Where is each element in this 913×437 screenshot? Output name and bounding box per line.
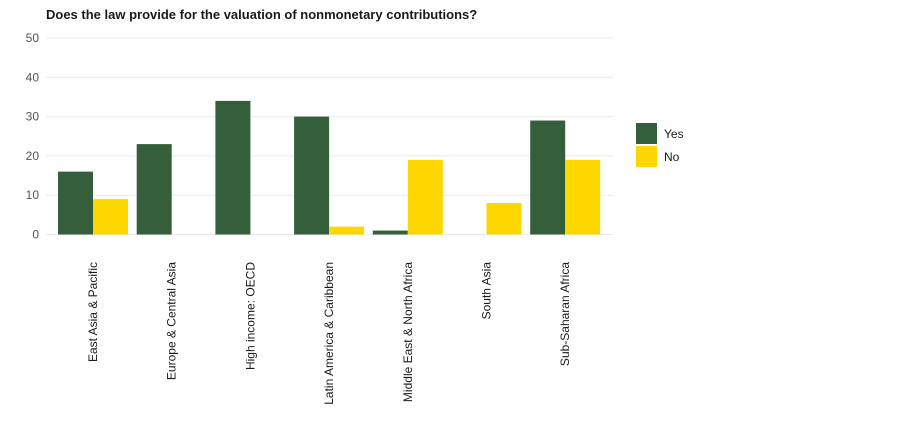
- x-category-label: Middle East & North Africa: [401, 262, 415, 402]
- bar-yes: [372, 230, 408, 235]
- gridlines: [46, 37, 613, 235]
- chart-title: Does the law provide for the valuation o…: [46, 7, 477, 22]
- bar-no: [407, 159, 443, 235]
- x-category-label: South Asia: [480, 262, 494, 320]
- y-tick-label: 0: [32, 228, 39, 242]
- legend-swatch-yes: [636, 123, 657, 144]
- y-tick-label: 50: [26, 31, 40, 45]
- x-axis-labels: East Asia & Pacific Europe & Central Asia…: [86, 262, 572, 405]
- bar-yes: [294, 116, 330, 235]
- y-tick-label: 20: [26, 149, 40, 163]
- x-category-label: Latin America & Caribbean: [322, 262, 336, 405]
- bar-no: [329, 226, 365, 235]
- bars: [58, 100, 601, 235]
- bar-yes: [215, 100, 251, 235]
- bar-yes: [58, 171, 93, 235]
- legend-label: No: [664, 150, 680, 164]
- x-category-label: East Asia & Pacific: [86, 262, 100, 362]
- legend: Yes No: [636, 123, 684, 167]
- legend-swatch-no: [636, 146, 657, 167]
- y-tick-label: 30: [26, 110, 40, 124]
- x-category-label: Europe & Central Asia: [165, 262, 179, 380]
- x-category-label: Sub-Saharan Africa: [558, 262, 572, 366]
- y-tick-label: 40: [26, 70, 40, 84]
- bar-no: [565, 159, 601, 235]
- legend-label: Yes: [664, 127, 684, 141]
- x-category-label: High income: OECD: [243, 262, 257, 370]
- bar-no: [93, 199, 128, 235]
- y-tick-label: 10: [26, 188, 40, 202]
- y-axis-ticks: 0 10 20 30 40 50: [26, 31, 40, 242]
- bar-yes: [530, 120, 566, 235]
- bar-yes: [136, 144, 172, 235]
- bar-no: [486, 203, 522, 235]
